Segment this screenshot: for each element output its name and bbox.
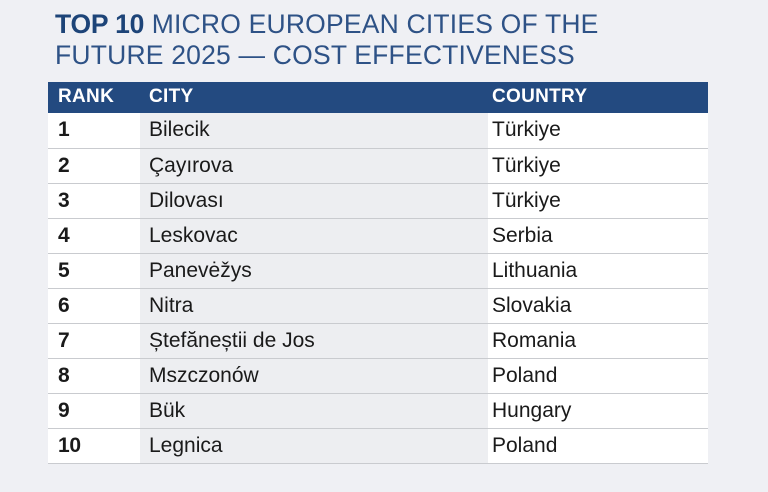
table-row: 6 Nitra Slovakia [48,288,708,324]
cell-country: Slovakia [488,288,708,324]
table-row: 10 Legnica Poland [48,428,708,464]
table-row: 5 Panevėžys Lithuania [48,253,708,289]
column-header-city: CITY [140,82,488,113]
cell-country: Poland [488,428,708,464]
cell-rank: 3 [48,183,140,219]
cell-rank: 1 [48,113,140,149]
cell-city: Mszczonów [140,358,488,394]
cell-city: Leskovac [140,218,488,254]
cell-country: Poland [488,358,708,394]
table-row: 9 Bük Hungary [48,393,708,429]
ranking-table: RANK CITY COUNTRY 1 Bilecik Türkiye 2 Ça… [48,82,708,464]
cell-country: Lithuania [488,253,708,289]
cell-rank: 10 [48,428,140,464]
column-header-country: COUNTRY [488,82,708,113]
cell-city: Ștefăneștii de Jos [140,323,488,359]
cell-country: Türkiye [488,113,708,149]
title-top10: TOP 10 [55,9,145,39]
cell-city: Bilecik [140,113,488,149]
cell-rank: 7 [48,323,140,359]
cell-country: Romania [488,323,708,359]
cell-city: Bük [140,393,488,429]
page-title: TOP 10 MICRO EUROPEAN CITIES OF THE FUTU… [55,9,715,71]
cell-country: Türkiye [488,148,708,184]
cell-city: Nitra [140,288,488,324]
cell-city: Legnica [140,428,488,464]
cell-city: Dilovası [140,183,488,219]
table-row: 4 Leskovac Serbia [48,218,708,254]
table-header: RANK CITY COUNTRY [48,82,708,113]
cell-rank: 6 [48,288,140,324]
cell-rank: 5 [48,253,140,289]
table-row: 7 Ștefăneștii de Jos Romania [48,323,708,359]
cell-country: Türkiye [488,183,708,219]
cell-rank: 8 [48,358,140,394]
cell-rank: 2 [48,148,140,184]
cell-country: Hungary [488,393,708,429]
cell-rank: 9 [48,393,140,429]
title-line-2: FUTURE 2025 — COST EFFECTIVENESS [55,40,575,70]
table-header-row: RANK CITY COUNTRY [48,82,708,113]
title-line-1: TOP 10 MICRO EUROPEAN CITIES OF THE [55,9,715,40]
table-row: 1 Bilecik Türkiye [48,113,708,149]
table-row: 3 Dilovası Türkiye [48,183,708,219]
table-row: 8 Mszczonów Poland [48,358,708,394]
table-row: 2 Çayırova Türkiye [48,148,708,184]
cell-city: Çayırova [140,148,488,184]
title-rest-line1: MICRO EUROPEAN CITIES OF THE [144,9,599,39]
cell-city: Panevėžys [140,253,488,289]
column-header-rank: RANK [48,82,140,113]
table-body: 1 Bilecik Türkiye 2 Çayırova Türkiye 3 D… [48,113,708,464]
cell-country: Serbia [488,218,708,254]
cell-rank: 4 [48,218,140,254]
